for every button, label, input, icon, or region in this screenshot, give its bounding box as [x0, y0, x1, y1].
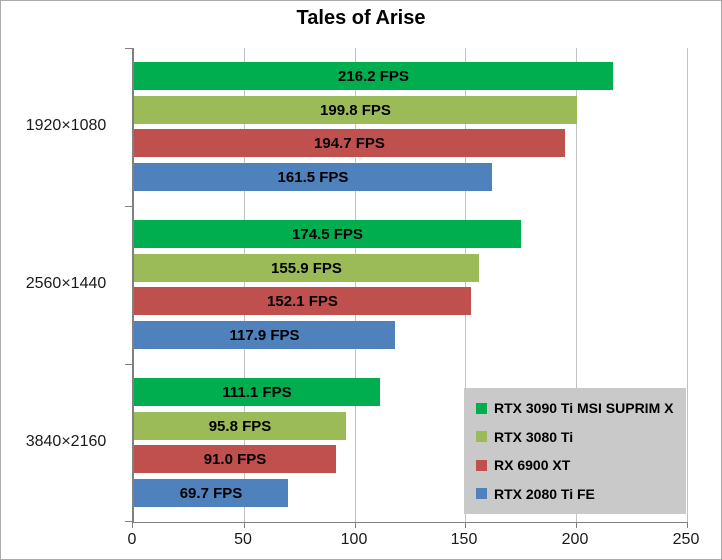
legend-swatch-icon: [476, 488, 487, 500]
x-axis-tick: [354, 523, 356, 528]
plot-area: 216.2 FPS 199.8 FPS 194.7 FPS 161.5 FPS 174.…: [125, 48, 688, 528]
legend-swatch-icon: [476, 459, 487, 471]
legend-label: RX 6900 XT: [494, 457, 571, 474]
legend: RTX 3090 Ti MSI SUPRIM X RTX 3080 Ti RX 69…: [464, 388, 686, 514]
legend-item: RTX 2080 Ti FE: [476, 486, 682, 502]
category-axis-tick: [125, 364, 132, 365]
legend-item: RTX 3080 Ti: [476, 429, 682, 445]
legend-swatch-icon: [476, 402, 487, 414]
x-tick-label: 250: [672, 531, 700, 548]
legend-swatch-icon: [476, 431, 487, 443]
bar: 91.0 FPS: [134, 445, 336, 473]
bar: 174.5 FPS: [134, 220, 521, 248]
gridline: [354, 48, 356, 522]
bar-value-label: 199.8 FPS: [320, 101, 391, 119]
legend-item: RX 6900 XT: [476, 457, 682, 473]
bar-value-label: 194.7 FPS: [314, 134, 385, 152]
legend-item: RTX 3090 Ti MSI SUPRIM X: [476, 400, 682, 416]
category-label: 1920×1080: [25, 117, 107, 134]
gridline: [687, 48, 688, 522]
gridline: [243, 48, 245, 522]
x-tick-label: 50: [234, 531, 252, 548]
legend-label: RTX 2080 Ti FE: [494, 485, 595, 502]
category-label: 2560×1440: [25, 275, 107, 292]
bar: 152.1 FPS: [134, 287, 471, 315]
bar-value-label: 152.1 FPS: [267, 292, 338, 310]
bar-value-label: 69.7 FPS: [179, 484, 243, 502]
gridline: [465, 48, 467, 522]
bar: 199.8 FPS: [134, 96, 577, 124]
gridline: [576, 48, 578, 522]
bar: 155.9 FPS: [134, 254, 479, 282]
x-tick-label: 100: [340, 531, 368, 548]
bar: 194.7 FPS: [134, 129, 565, 157]
bar: 117.9 FPS: [134, 321, 395, 349]
x-tick-label: 0: [127, 531, 137, 548]
bar-value-label: 155.9 FPS: [271, 259, 342, 277]
category-label: 3840×2160: [25, 433, 107, 450]
x-axis-tick: [687, 523, 688, 528]
bar: 95.8 FPS: [134, 412, 346, 440]
category-axis-tick: [125, 206, 132, 207]
bar-value-label: 95.8 FPS: [208, 417, 272, 435]
chart-title: Tales of Arise: [296, 7, 426, 29]
category-axis-tick: [125, 521, 132, 522]
bar: 161.5 FPS: [134, 163, 492, 191]
legend-label: RTX 3080 Ti: [494, 428, 574, 445]
x-axis-tick: [576, 523, 578, 528]
bar-value-label: 117.9 FPS: [229, 326, 300, 344]
bar-value-label: 111.1 FPS: [222, 383, 292, 401]
x-tick-label: 150: [450, 531, 478, 548]
bar: 69.7 FPS: [134, 479, 288, 507]
bar: 216.2 FPS: [134, 62, 613, 90]
legend-label: RTX 3090 Ti MSI SUPRIM X: [494, 400, 674, 417]
bar-value-label: 216.2 FPS: [338, 67, 409, 85]
bar: 111.1 FPS: [134, 378, 380, 406]
x-axis-tick: [465, 523, 467, 528]
x-axis-tick: [243, 523, 245, 528]
bar-value-label: 161.5 FPS: [277, 168, 349, 186]
bar-value-label: 174.5 FPS: [292, 225, 363, 243]
x-axis-tick: [132, 523, 133, 528]
category-axis-tick: [125, 48, 132, 49]
x-tick-label: 200: [561, 531, 589, 548]
bar-value-label: 91.0 FPS: [203, 450, 267, 468]
